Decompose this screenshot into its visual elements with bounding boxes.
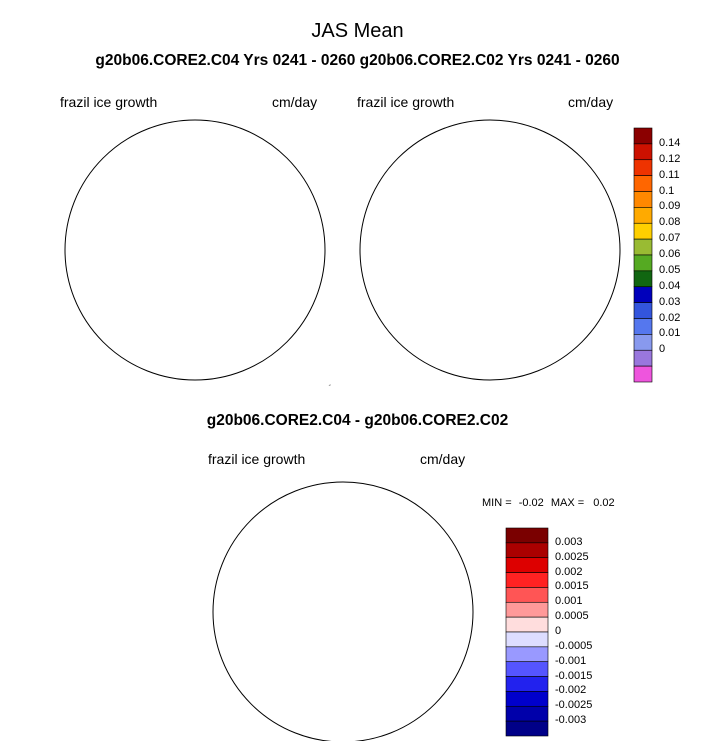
colorbar-diff-tick-label: 0.0025 xyxy=(555,550,589,563)
colorbar-diff-tick-label: 0.0015 xyxy=(555,580,589,593)
colorbar-diff-tick-label: 0.0005 xyxy=(555,610,589,623)
colorbar-diff-swatch xyxy=(505,646,549,663)
colorbar-diff-tick-label: -0.002 xyxy=(555,684,587,697)
colorbar-top xyxy=(633,127,653,383)
colorbar-diff-swatch xyxy=(505,705,549,722)
colorbar-top-swatch xyxy=(633,318,653,335)
colorbar-top-tick-label: 0.01 xyxy=(659,327,681,340)
colorbar-top-tick-label: 0.14 xyxy=(659,136,681,149)
colorbar-top-swatch xyxy=(633,302,653,319)
colorbar-top-tick-label: 0.09 xyxy=(659,200,681,213)
colorbar-top-tick-label: 0.11 xyxy=(659,168,680,181)
panel3-variable-label: frazil ice growth xyxy=(208,451,306,467)
figure-title: JAS Mean xyxy=(311,20,404,42)
colorbar-diff-swatch xyxy=(505,631,549,648)
colorbar-diff-tick-label: 0.002 xyxy=(555,565,583,578)
colorbar-diff-swatch xyxy=(505,572,549,588)
colorbar-top-swatch xyxy=(633,238,653,256)
colorbar-diff-tick-label: 0.003 xyxy=(555,535,583,548)
colorbar-top-swatch xyxy=(633,175,653,192)
colorbar-diff-tick-label: -0.0015 xyxy=(555,669,593,682)
max-value: 0.02 xyxy=(593,497,615,509)
colorbar-diff-swatch xyxy=(505,557,549,573)
map-panel-difference xyxy=(212,481,474,741)
colorbar-diff-tick-label: -0.0005 xyxy=(555,639,593,652)
colorbar-top-swatch xyxy=(633,334,653,351)
case-subtitle: g20b06.CORE2.C04 Yrs 0241 - 0260 g20b06.… xyxy=(95,52,620,69)
colorbar-top-tick-label: 0.02 xyxy=(659,311,681,324)
colorbar-top-swatch xyxy=(633,143,653,161)
colorbar-top-swatch xyxy=(633,127,653,145)
colorbar-top-tick-label: 0.06 xyxy=(659,248,681,260)
colorbar-top-swatch xyxy=(633,365,653,383)
min-value: -0.02 xyxy=(518,497,544,509)
colorbar-top-swatch xyxy=(633,286,653,303)
panel2-variable-label: frazil ice growth xyxy=(357,94,455,110)
colorbar-diff-swatch xyxy=(505,587,549,603)
colorbar-diff-swatch xyxy=(505,542,549,559)
colorbar-top-tick-label: 0.08 xyxy=(659,216,681,229)
max-label: MAX = xyxy=(550,497,585,509)
colorbar-top-tick-label: 0 xyxy=(659,343,666,356)
map-panel-2 xyxy=(359,119,621,381)
colorbar-top-swatch xyxy=(633,222,653,240)
colorbar-diff-swatch xyxy=(505,527,549,544)
colorbar-diff-tick-label: 0.001 xyxy=(555,595,583,608)
colorbar-diff-swatch xyxy=(505,616,549,633)
colorbar-top-tick-label: 0.05 xyxy=(659,263,681,276)
colorbar-top-tick-label: 0.04 xyxy=(659,279,681,292)
colorbar-top-swatch xyxy=(633,270,653,288)
colorbar-diff-swatch xyxy=(505,676,549,692)
colorbar-top-swatch xyxy=(633,207,653,224)
colorbar-diff-tick-label: 0 xyxy=(555,625,562,637)
colorbar-top-tick-label: 0.1 xyxy=(659,184,675,197)
min-max-readout: MIN = -0.02 MAX = 0.02 xyxy=(482,497,615,509)
colorbar-diff-tick-label: -0.001 xyxy=(555,654,587,667)
colorbar-top-tick-label: 0.12 xyxy=(659,152,681,165)
colorbar-difference xyxy=(505,527,549,737)
colorbar-top-swatch xyxy=(633,159,653,176)
panel1-variable-label: frazil ice growth xyxy=(60,94,158,110)
min-label: MIN = xyxy=(482,497,512,509)
colorbar-diff-swatch xyxy=(505,691,549,707)
colorbar-diff-tick-label: -0.0025 xyxy=(555,699,593,712)
map-panel-1 xyxy=(64,119,331,386)
panel2-units-label: cm/day xyxy=(568,94,614,110)
colorbar-top-tick-label: 0.03 xyxy=(659,295,681,308)
colorbar-top-swatch xyxy=(633,254,653,272)
colorbar-diff-swatch xyxy=(505,601,549,618)
colorbar-diff-swatch xyxy=(505,661,549,677)
colorbar-diff-swatch xyxy=(505,720,549,737)
difference-title: g20b06.CORE2.C04 - g20b06.CORE2.C02 xyxy=(206,412,509,429)
colorbar-top-swatch xyxy=(633,349,653,367)
colorbar-diff-tick-label: -0.003 xyxy=(555,714,587,727)
colorbar-top-tick-label: 0.07 xyxy=(659,232,681,245)
panel1-units-label: cm/day xyxy=(272,94,318,110)
panel3-units-label: cm/day xyxy=(420,451,466,467)
colorbar-top-swatch xyxy=(633,191,653,208)
